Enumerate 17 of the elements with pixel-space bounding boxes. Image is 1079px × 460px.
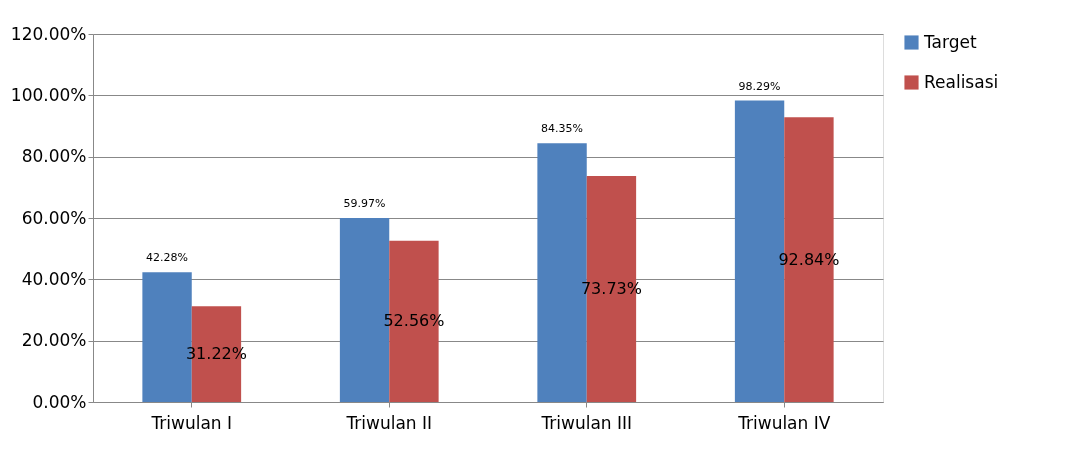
x-tick-label: Triwulan IV	[737, 412, 831, 433]
data-label: 42.28%	[146, 251, 189, 265]
x-tick-label: Triwulan II	[345, 412, 433, 433]
y-tick-label: 0.00%	[32, 391, 87, 412]
legend-label: Realisasi	[924, 71, 999, 92]
legend-label: Target	[923, 31, 977, 52]
y-tick-label: 60.00%	[21, 207, 87, 228]
y-tick-label: 40.00%	[21, 268, 87, 289]
x-tick-label: Triwulan III	[540, 412, 633, 433]
data-label: 84.35%	[541, 122, 584, 136]
data-label: 98.29%	[738, 79, 781, 93]
y-tick-label: 120.00%	[10, 23, 87, 44]
y-tick-label: 20.00%	[21, 330, 87, 351]
data-label: 59.97%	[343, 197, 386, 211]
y-tick-label: 80.00%	[21, 146, 87, 167]
y-tick-label: 100.00%	[10, 84, 87, 105]
x-tick-label: Triwulan I	[150, 412, 233, 433]
